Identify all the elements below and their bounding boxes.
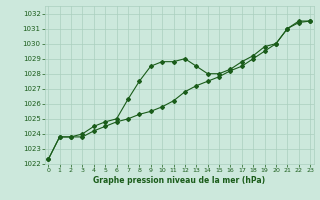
X-axis label: Graphe pression niveau de la mer (hPa): Graphe pression niveau de la mer (hPa) [93,176,265,185]
